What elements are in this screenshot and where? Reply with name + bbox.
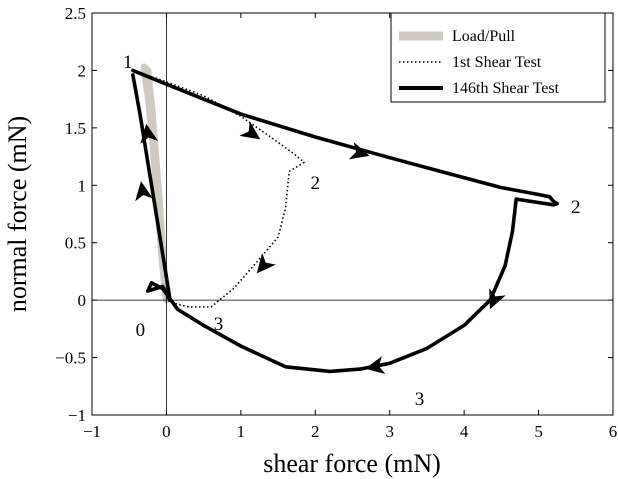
arrowhead <box>239 121 261 140</box>
direction-arrow <box>140 123 159 144</box>
y-tick-label: 1 <box>78 176 87 195</box>
arrowhead <box>256 253 276 274</box>
direction-arrow <box>348 142 370 160</box>
arrowhead <box>489 288 506 310</box>
x-tick-label: 2 <box>311 422 320 441</box>
y-tick-label: 1.5 <box>65 119 86 138</box>
arrowhead <box>364 356 386 374</box>
point-annotations: 1 2 2 3 3 0 <box>123 52 581 410</box>
x-tick-label: 0 <box>162 422 171 441</box>
arrowhead <box>140 123 159 144</box>
direction-arrow <box>489 288 506 310</box>
x-tick-label: 6 <box>609 422 618 441</box>
series-layer <box>131 63 560 374</box>
y-axis-title: normal force (mN) <box>3 116 32 312</box>
x-tick-label: 5 <box>534 422 543 441</box>
x-tick-label: 3 <box>385 422 394 441</box>
y-tick-label: 2.5 <box>65 4 86 23</box>
direction-arrow <box>364 356 386 374</box>
y-tick-label: 0 <box>78 291 87 310</box>
point-label: 2 <box>571 197 581 218</box>
point-label: 1 <box>123 52 133 73</box>
point-label: 3 <box>214 314 224 335</box>
axis-ticks: −1 0 1 2 3 4 5 6 −1 −0.5 0 0.5 1 1.5 2 2.5 <box>55 4 617 441</box>
x-tick-label: 4 <box>460 422 469 441</box>
legend-label-1st-shear-test: 1st Shear Test <box>452 54 542 71</box>
y-tick-label: 2 <box>78 61 87 80</box>
x-tick-label: 1 <box>237 422 246 441</box>
legend-label-load-pull: Load/Pull <box>452 28 516 45</box>
plot-frame <box>91 12 614 416</box>
point-label: 2 <box>311 173 321 194</box>
arrowhead <box>135 181 153 202</box>
direction-arrow <box>135 181 153 202</box>
x-tick-label: −1 <box>83 422 101 441</box>
series-line-0 <box>140 63 170 304</box>
point-label: 0 <box>136 320 146 341</box>
x-axis-title: shear force (mN) <box>263 449 441 478</box>
point-label: 3 <box>415 389 425 410</box>
arrowhead <box>348 142 370 160</box>
y-tick-label: −0.5 <box>55 349 86 368</box>
series-line-2 <box>131 68 560 374</box>
direction-arrow <box>239 121 261 140</box>
direction-arrow <box>256 253 276 274</box>
y-tick-label: 0.5 <box>65 234 86 253</box>
y-tick-label: −1 <box>68 406 86 425</box>
legend: Load/Pull 1st Shear Test 146th Shear Tes… <box>390 12 606 103</box>
zero-lines <box>92 13 613 415</box>
legend-label-146th-shear-test: 146th Shear Test <box>452 80 560 97</box>
